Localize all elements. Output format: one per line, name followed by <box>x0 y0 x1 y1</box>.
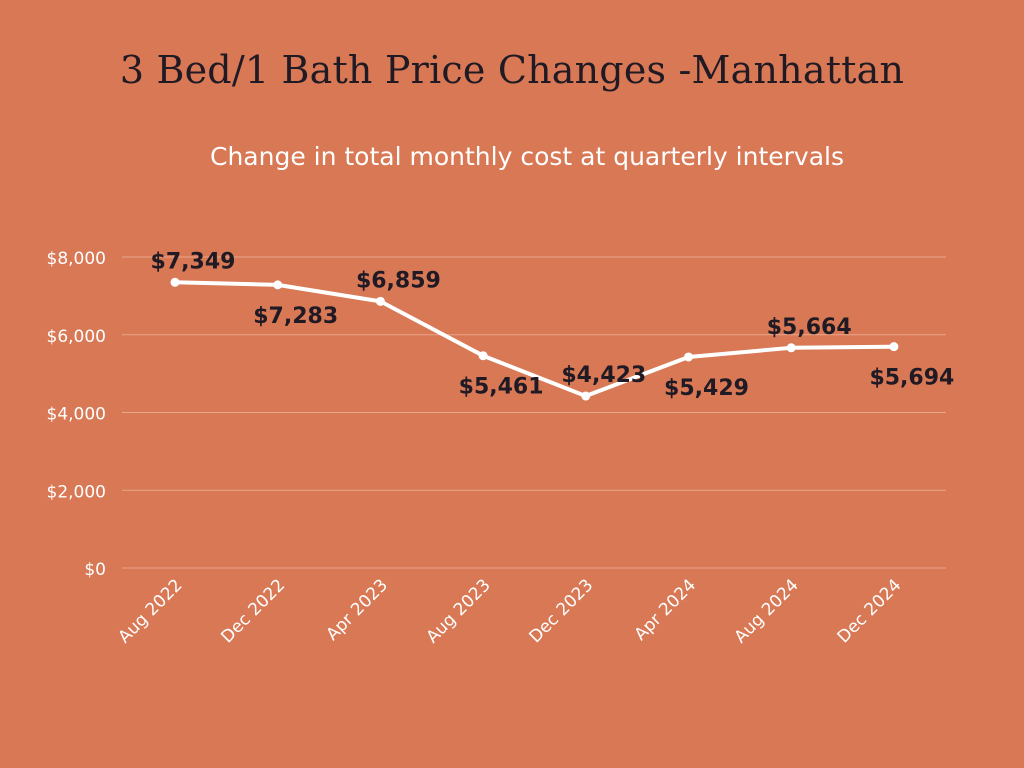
data-point <box>273 280 283 290</box>
y-tick-label: $0 <box>84 560 106 580</box>
data-point <box>684 352 693 362</box>
data-point <box>581 391 591 401</box>
y-tick-label: $6,000 <box>47 327 106 347</box>
data-point <box>889 342 899 352</box>
data-label: $5,461 <box>459 375 544 400</box>
chart-subtitle: Change in total monthly cost at quarterl… <box>209 142 845 171</box>
data-label: $7,283 <box>253 304 338 329</box>
x-tick-label: Aug 2023 <box>423 575 495 647</box>
x-tick-label: Aug 2022 <box>114 575 186 647</box>
x-tick-label: Dec 2023 <box>526 575 598 647</box>
chart-title: 3 Bed/1 Bath Price Changes -Manhattan <box>119 48 905 92</box>
x-tick-label: Apr 2023 <box>323 575 392 644</box>
x-tick-label: Apr 2024 <box>631 575 700 644</box>
data-label: $7,349 <box>151 249 236 274</box>
data-label: $5,429 <box>664 376 749 401</box>
data-point <box>170 277 180 287</box>
y-tick-label: $2,000 <box>47 482 106 502</box>
data-point <box>375 296 385 306</box>
y-tick-label: $8,000 <box>47 249 106 269</box>
series-line <box>173 280 896 399</box>
y-tick-label: $4,000 <box>47 405 106 425</box>
data-label: $5,664 <box>767 315 852 340</box>
x-tick-label: Aug 2024 <box>731 575 803 647</box>
data-point <box>478 351 488 361</box>
x-tick-label: Dec 2024 <box>834 575 906 647</box>
x-tick-label: Dec 2022 <box>217 575 289 647</box>
data-point <box>786 343 796 353</box>
data-label: $5,694 <box>869 366 954 391</box>
data-label: $4,423 <box>561 363 646 388</box>
data-label: $6,859 <box>356 268 441 293</box>
